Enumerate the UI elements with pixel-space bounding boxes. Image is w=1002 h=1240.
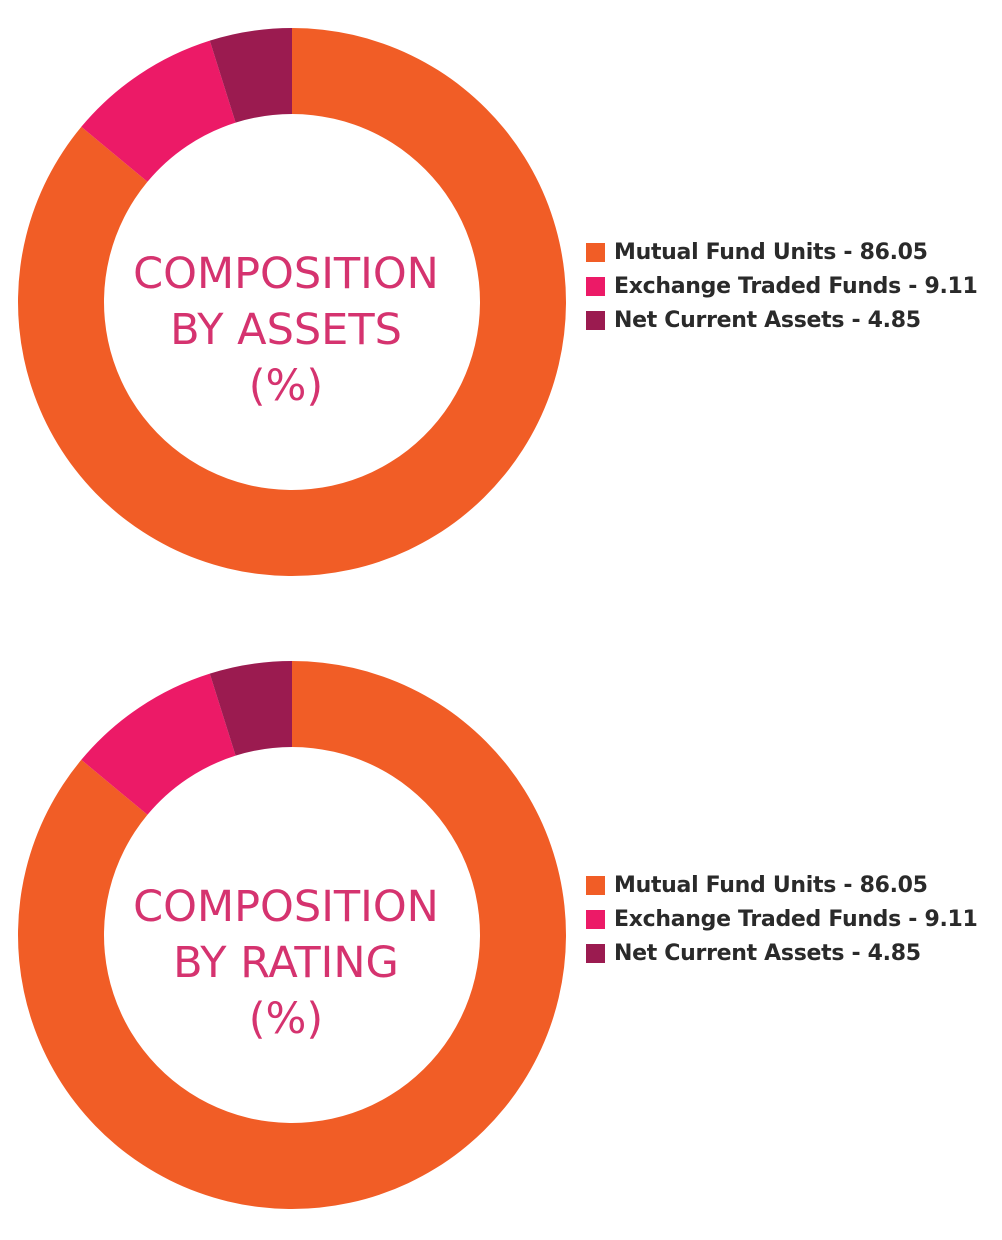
legend-swatch: [586, 310, 605, 330]
donut-slice-mutual-fund-units: [18, 661, 567, 1209]
composition-by-assets-chart: COMPOSITION BY ASSETS (%) Mutual Fund Un…: [0, 22, 1002, 582]
legend-label: Net Current Assets - 4.85: [614, 940, 921, 966]
legend-item-net-current-assets: Net Current Assets - 4.85: [586, 303, 996, 337]
donut-slice-net-current-assets: [209, 28, 292, 123]
donut-slice-mutual-fund-units: [18, 28, 567, 576]
donut-slice-exchange-traded-funds: [81, 673, 236, 815]
chart-legend: Mutual Fund Units - 86.05 Exchange Trade…: [586, 235, 996, 337]
legend-swatch: [586, 276, 605, 296]
chart-center-title: COMPOSITION BY ASSETS (%): [96, 246, 476, 414]
donut-chart: [18, 28, 567, 576]
legend-label: Net Current Assets - 4.85: [614, 307, 921, 333]
legend-label: Exchange Traded Funds - 9.11: [614, 906, 978, 932]
legend-item-net-current-assets: Net Current Assets - 4.85: [586, 936, 996, 970]
legend-swatch: [586, 242, 605, 262]
chart-title-line: (%): [248, 361, 324, 411]
legend-swatch: [586, 875, 605, 895]
legend-item-mutual-fund-units: Mutual Fund Units - 86.05: [586, 868, 996, 902]
legend-item-exchange-traded-funds: Exchange Traded Funds - 9.11: [586, 269, 996, 303]
composition-by-rating-chart: COMPOSITION BY RATING (%) Mutual Fund Un…: [0, 655, 1002, 1215]
donut-slice-net-current-assets: [209, 661, 292, 756]
chart-legend: Mutual Fund Units - 86.05 Exchange Trade…: [586, 868, 996, 970]
chart-title-line: BY RATING: [173, 938, 399, 988]
donut-slice-exchange-traded-funds: [81, 40, 236, 182]
legend-label: Mutual Fund Units - 86.05: [614, 872, 928, 898]
legend-label: Exchange Traded Funds - 9.11: [614, 273, 978, 299]
chart-title-line: BY ASSETS: [170, 305, 402, 355]
chart-title-line: COMPOSITION: [133, 882, 439, 932]
donut-chart: [18, 661, 567, 1209]
legend-item-mutual-fund-units: Mutual Fund Units - 86.05: [586, 235, 996, 269]
chart-center-title: COMPOSITION BY RATING (%): [96, 879, 476, 1047]
legend-swatch: [586, 943, 605, 963]
chart-title-line: (%): [248, 994, 324, 1044]
legend-label: Mutual Fund Units - 86.05: [614, 239, 928, 265]
legend-swatch: [586, 909, 605, 929]
legend-item-exchange-traded-funds: Exchange Traded Funds - 9.11: [586, 902, 996, 936]
chart-title-line: COMPOSITION: [133, 249, 439, 299]
